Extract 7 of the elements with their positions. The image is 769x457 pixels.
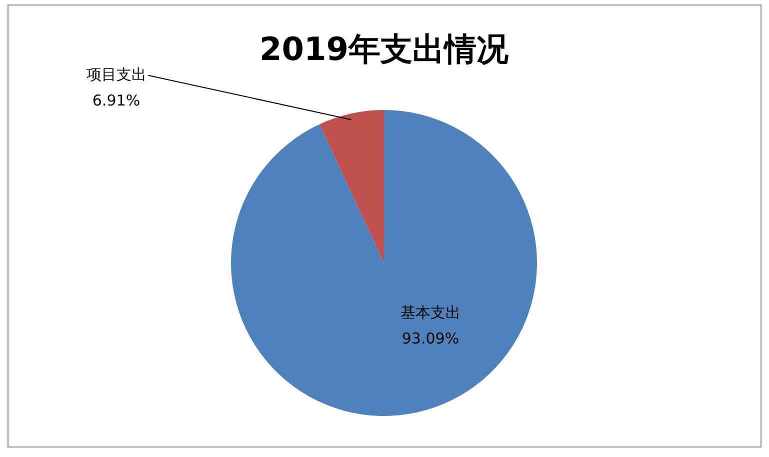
pie-slice	[320, 110, 384, 263]
data-label: 6.91%	[92, 91, 140, 110]
chart-title: 2019年支出情况	[259, 30, 510, 68]
slice-label: 项目支出	[86, 65, 146, 84]
pie-slice	[231, 110, 537, 416]
slice-label: 基本支出	[400, 304, 460, 322]
data-label: 93.09%	[402, 330, 460, 348]
